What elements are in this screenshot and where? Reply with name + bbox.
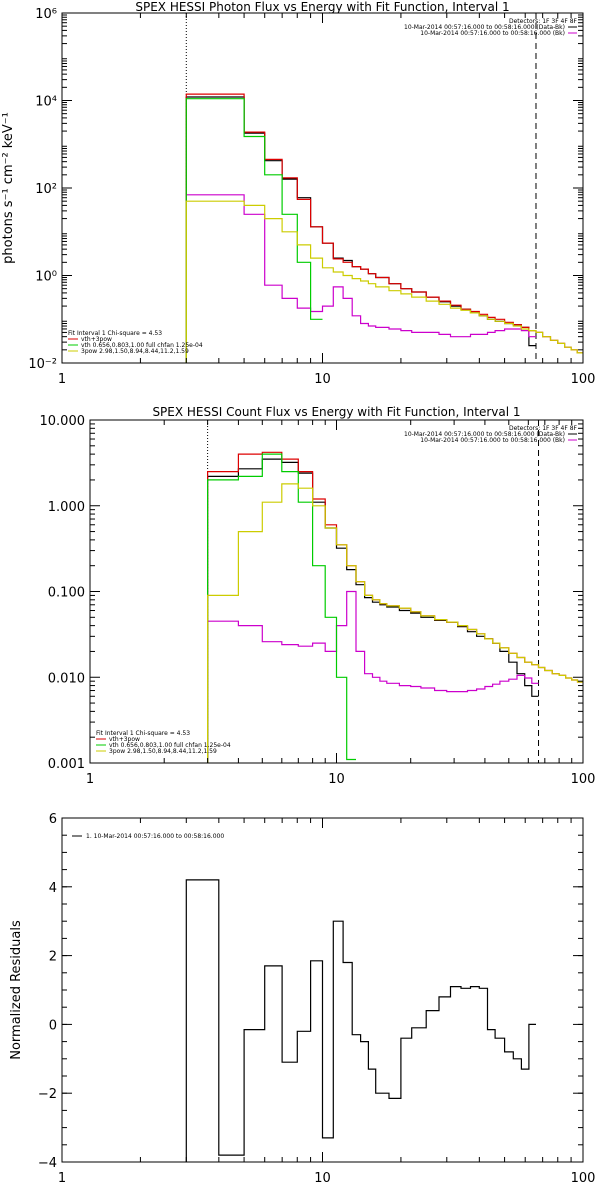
axes-frame [89, 419, 584, 764]
y-axis-label: photons s⁻¹ cm⁻² keV⁻¹ [1, 112, 16, 264]
chart-title: SPEX HESSI Photon Flux vs Energy with Fi… [135, 0, 509, 14]
y-tick-label: 10⁴ [35, 95, 57, 110]
plot-area [207, 420, 583, 763]
y-tick-label: 0 [49, 1018, 57, 1033]
x-tick-label: 10 [314, 1171, 331, 1186]
legend-top-right-item: 10-Mar-2014 00:57:16.000 to 00:58:16.000… [420, 30, 565, 37]
legend-bottom-left-item: Fit Interval 1 Chi-square = 4.53 [96, 730, 190, 737]
legend-bottom-left-item: vth 0.656,0.803,1.00 full chfan 1.25e-04 [81, 342, 203, 349]
residuals-panel: 1 10 100 −4 −2 0 2 4 6 Normalized Residuals 1. 10-… [9, 812, 595, 1186]
series-1-line [207, 590, 539, 763]
x-tick-label: 100 [571, 772, 596, 787]
series-0-line [185, 879, 536, 1162]
y-tick-label: 10⁰ [35, 270, 57, 285]
y-tick-label: 10⁶ [35, 7, 57, 22]
legend-top-right-item: 10-Mar-2014 00:57:16.000 to 00:58:16.000… [420, 437, 565, 444]
y-tick-label: 10² [35, 182, 57, 197]
legend-top-right-item: Detectors: 1F 3F 4F 8F [509, 18, 578, 25]
series-0-line [207, 458, 539, 763]
legend-top-right-item: 10-Mar-2014 00:57:16.000 to 00:58:16.000… [404, 24, 565, 31]
legend-top-right-item: 10-Mar-2014 00:57:16.000 to 00:58:16.000… [404, 431, 565, 438]
y-tick-label: 4 [49, 881, 57, 896]
series-3-line [185, 98, 323, 363]
y-tick-label: 6 [49, 812, 57, 827]
count-flux-panel: SPEX HESSI Count Flux vs Energy with Fit… [40, 405, 596, 787]
legend-item: 1. 10-Mar-2014 00:57:16.000 to 00:58:16.… [86, 833, 224, 840]
legend-bottom-left-item: vth+3pow [109, 736, 140, 743]
y-tick-label: 1.000 [48, 500, 85, 515]
series-2-line [207, 451, 583, 763]
legend-bottom-left-item: 3pow 2.98,1.50,8.94,8.44,11.2,1.59 [81, 348, 189, 355]
chart-title: SPEX HESSI Count Flux vs Energy with Fit… [152, 405, 520, 419]
x-tick-label: 100 [571, 1171, 596, 1186]
y-tick-label: −4 [38, 1156, 57, 1171]
y-tick-label: 2 [49, 950, 57, 965]
legend-bottom-left-item: 3pow 2.98,1.50,8.94,8.44,11.2,1.59 [109, 748, 217, 755]
y-tick-label: −2 [38, 1087, 57, 1102]
x-tick-label: 100 [571, 372, 596, 387]
y-tick-label: 0.100 [48, 586, 85, 601]
y-tick-label: 10.000 [40, 414, 86, 429]
plot-area [185, 879, 536, 1162]
series-4-line [185, 200, 583, 363]
x-tick-label: 1 [58, 372, 66, 387]
series-4-line [207, 483, 583, 763]
y-tick-label: 0.001 [48, 757, 85, 772]
legend-bottom-left-item: Fit Interval 1 Chi-square = 4.53 [68, 330, 162, 337]
legend-bottom-left-item: vth 0.656,0.803,1.00 full chfan 1.25e-04 [109, 742, 231, 749]
y-tick-label: 10⁻² [28, 357, 57, 372]
legend-bottom-left-item: vth+3pow [81, 336, 112, 343]
plot-area [185, 13, 583, 363]
x-tick-label: 1 [58, 1171, 66, 1186]
photon-flux-panel: SPEX HESSI Photon Flux vs Energy with Fi… [1, 0, 595, 387]
x-tick-label: 10 [328, 772, 345, 787]
x-tick-label: 1 [86, 772, 94, 787]
series-3-line [207, 453, 356, 763]
series-1-line [185, 194, 536, 363]
y-axis-label: Normalized Residuals [9, 920, 24, 1060]
series-0-line [185, 96, 536, 363]
legend-top-right-item: Detectors: 1F 3F 4F 8F [509, 425, 578, 432]
x-tick-label: 10 [314, 372, 331, 387]
y-tick-label: 0.010 [48, 671, 85, 686]
